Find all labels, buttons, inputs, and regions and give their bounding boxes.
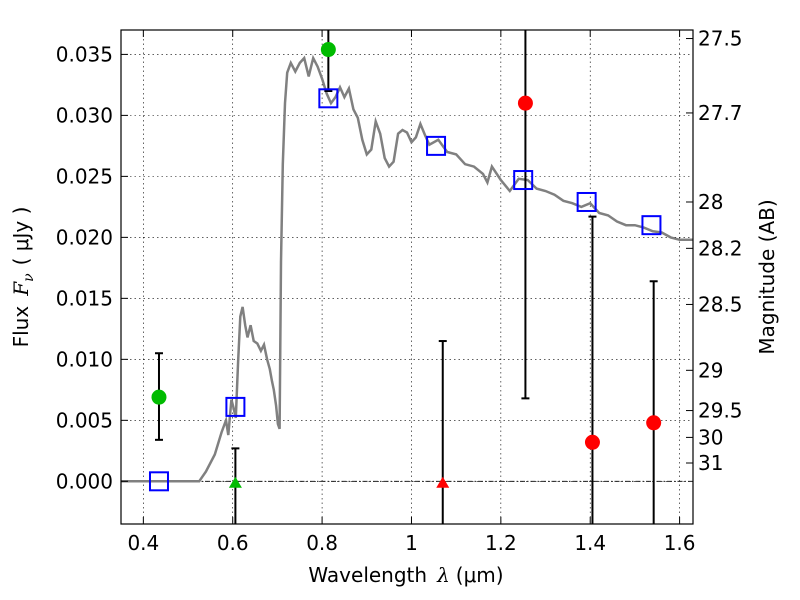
x-axis-title: Wavelength λ (μm)	[308, 563, 503, 587]
observed-flux-point	[646, 415, 662, 431]
x-tick-label: 0.8	[306, 531, 338, 555]
x-tick-label: 0.6	[217, 531, 249, 555]
y-axis-ticks: 0.000 0.005 0.010 0.015 0.020 0.025 0.030 0.035	[56, 42, 128, 493]
observed-flux-point	[151, 389, 167, 405]
observed-flux-upper-limit	[228, 476, 242, 488]
x-tick-label: 1	[405, 531, 418, 555]
magnitude-tick-label: 28	[698, 190, 723, 214]
magnitude-tick-label: 27.7	[698, 101, 743, 125]
y-tick-label: 0.010	[56, 347, 113, 371]
y-tick-label: 0.000	[56, 469, 113, 493]
magnitude-tick-label: 30	[698, 425, 723, 449]
plot-frame	[120, 29, 694, 525]
y-tick-label: 0.035	[56, 42, 113, 66]
y-tick-label: 0.025	[56, 164, 113, 188]
y-tick-label: 0.015	[56, 286, 113, 310]
x-tick-label: 1.6	[664, 531, 696, 555]
magnitude-tick-label: 31	[698, 451, 723, 475]
magnitude-tick-label: 28.2	[698, 236, 743, 260]
observed-fluxes	[151, 42, 662, 488]
y-axis-title: FluxFν( μJy )	[9, 207, 37, 348]
model-flux-square	[576, 191, 597, 212]
model-flux-square	[148, 471, 169, 492]
model-fluxes	[148, 88, 662, 492]
y-tick-label: 0.020	[56, 225, 113, 249]
x-axis-ticks: 0.4 0.6 0.8 1 1.2 1.4 1.6	[127, 30, 696, 555]
observed-flux-point	[517, 95, 533, 111]
y-tick-label: 0.005	[56, 408, 113, 432]
x-tick-label: 1.2	[485, 531, 517, 555]
model-flux-square	[641, 215, 662, 236]
model-flux-square	[318, 88, 339, 109]
magnitude-tick-label: 28.5	[698, 292, 743, 316]
magnitude-tick-label: 29.5	[698, 399, 743, 423]
template-sed-line	[121, 54, 693, 483]
model-flux-square	[225, 396, 246, 417]
model-flux-square	[426, 135, 447, 156]
observed-flux-upper-limit	[436, 476, 450, 488]
model-flux-square	[513, 170, 534, 191]
plot-area	[121, 30, 693, 524]
observed-flux-point	[584, 434, 600, 450]
observed-flux-point	[320, 42, 336, 58]
magnitude-tick-label: 29	[698, 358, 723, 382]
error-bars	[154, 30, 658, 524]
magnitude-axis-title: Magnitude (AB)	[755, 199, 779, 354]
x-tick-label: 1.4	[574, 531, 606, 555]
grid	[121, 30, 693, 524]
magnitude-tick-label: 27.5	[698, 27, 743, 51]
x-tick-label: 0.4	[127, 531, 159, 555]
y-tick-label: 0.030	[56, 103, 113, 127]
